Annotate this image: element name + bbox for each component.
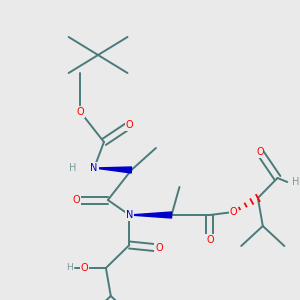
Text: O: O (230, 207, 237, 217)
Text: H: H (292, 177, 300, 187)
Text: O: O (73, 195, 80, 205)
Text: O: O (206, 235, 214, 245)
Text: N: N (126, 210, 133, 220)
Text: O: O (256, 147, 264, 157)
Text: O: O (126, 120, 133, 130)
Text: O: O (155, 243, 163, 253)
Text: H: H (69, 163, 76, 173)
Text: O: O (230, 207, 237, 217)
Text: H: H (66, 263, 73, 272)
Text: O: O (80, 263, 88, 273)
Polygon shape (129, 212, 172, 218)
Text: O: O (76, 107, 84, 117)
Text: N: N (90, 163, 98, 173)
Polygon shape (94, 167, 132, 173)
